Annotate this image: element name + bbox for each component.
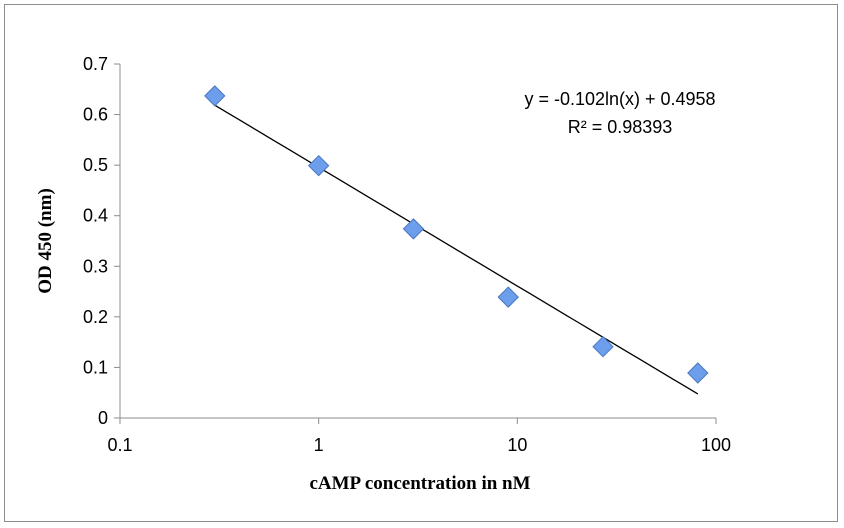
- data-point: [307, 154, 330, 177]
- y-tick-label: 0.3: [83, 256, 108, 276]
- x-tick-label: 1: [314, 435, 324, 455]
- y-tick-label: 0.7: [83, 54, 108, 74]
- data-point: [687, 362, 709, 384]
- trendline-r-squared: R² = 0.98393: [568, 117, 673, 137]
- y-axis-title: OD 450 (nm): [35, 188, 56, 294]
- y-tick-label: 0.1: [83, 357, 108, 377]
- y-tick-label: 0.4: [83, 206, 108, 226]
- x-tick-label: 100: [701, 435, 731, 455]
- y-tick-label: 0.2: [83, 307, 108, 327]
- y-tick-label: 0: [98, 408, 108, 428]
- trendline-equation: y = -0.102ln(x) + 0.4958: [524, 89, 715, 109]
- trendline: [214, 104, 699, 395]
- data-points: [204, 85, 709, 384]
- x-axis-title: cAMP concentration in nM: [309, 473, 530, 494]
- data-point: [204, 85, 226, 107]
- x-tick-label: 0.1: [107, 435, 132, 455]
- data-point: [592, 335, 614, 358]
- x-tick-label: 10: [507, 435, 527, 455]
- y-axis-ticks: 0 0.1 0.2 0.3 0.4 0.5 0.6 0.7: [83, 54, 120, 428]
- y-tick-label: 0.5: [83, 155, 108, 175]
- chart-frame: [4, 4, 838, 522]
- data-point: [497, 286, 519, 308]
- data-point: [402, 218, 425, 240]
- x-axis-ticks: 0.1 1 10 100: [107, 418, 731, 455]
- y-tick-label: 0.6: [83, 105, 108, 125]
